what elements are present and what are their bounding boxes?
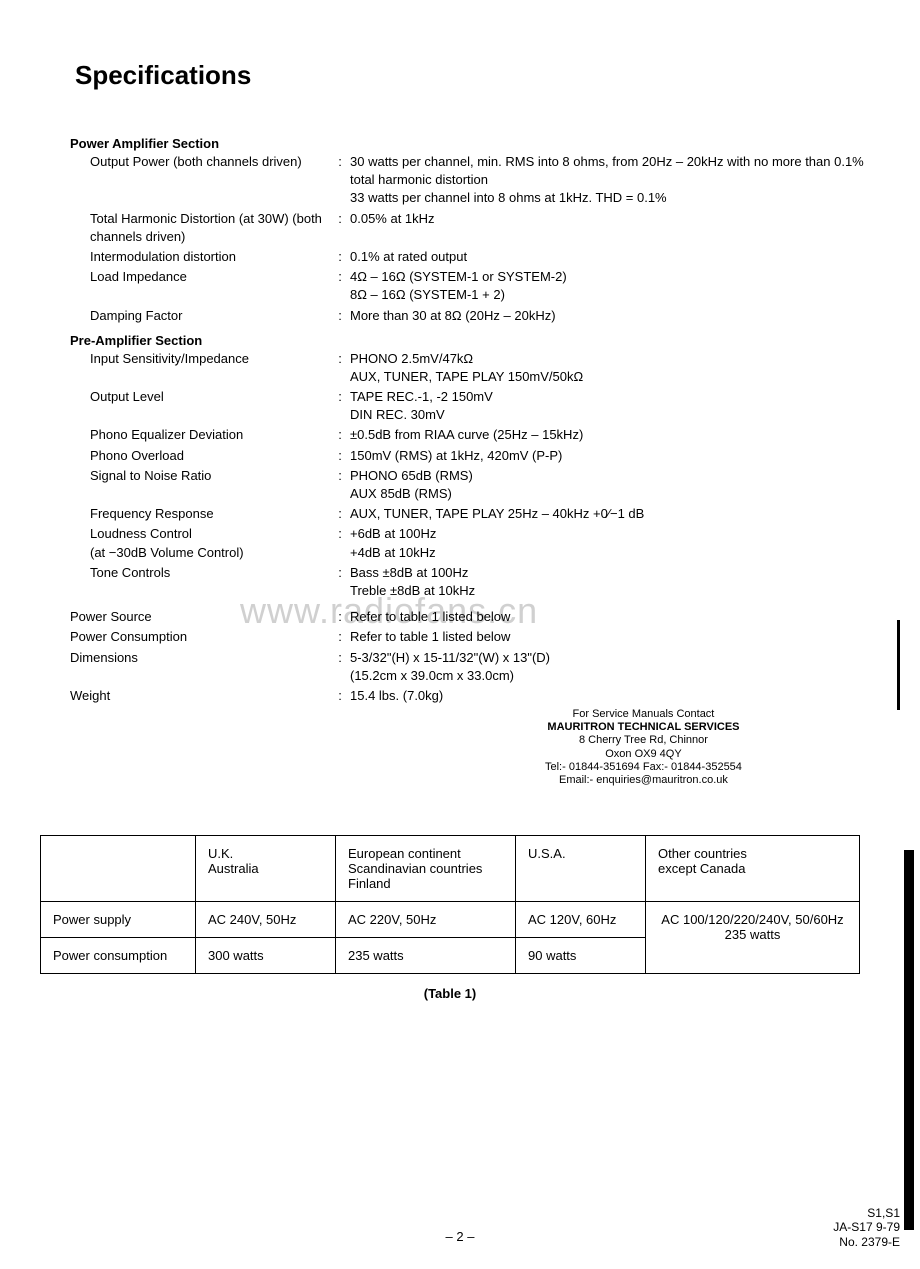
spec-colon: : — [330, 388, 350, 406]
table-cell: 300 watts — [196, 938, 336, 974]
spec-colon: : — [330, 525, 350, 543]
table-cell: 90 watts — [516, 938, 646, 974]
spec-label: Total Harmonic Distortion (at 30W) (both… — [70, 210, 330, 246]
spec-colon: : — [330, 210, 350, 228]
spec-value: 15.4 lbs. (7.0kg) — [350, 687, 870, 705]
spec-row: Total Harmonic Distortion (at 30W) (both… — [70, 210, 870, 246]
spec-label: Loudness Control (at −30dB Volume Contro… — [70, 525, 330, 561]
spec-row: Phono Overload : 150mV (RMS) at 1kHz, 42… — [70, 447, 870, 465]
spec-label: Power Source — [70, 608, 330, 626]
spec-value: More than 30 at 8Ω (20Hz – 20kHz) — [350, 307, 870, 325]
table-cell: AC 240V, 50Hz — [196, 902, 336, 938]
table-cell: AC 120V, 60Hz — [516, 902, 646, 938]
spec-value: 4Ω – 16Ω (SYSTEM-1 or SYSTEM-2) 8Ω – 16Ω… — [350, 268, 870, 304]
table-cell: 235 watts — [336, 938, 516, 974]
scan-artifact — [897, 620, 900, 710]
table-cell: AC 100/120/220/240V, 50/60Hz 235 watts — [646, 902, 860, 974]
spec-row: Tone Controls : Bass ±8dB at 100Hz Trebl… — [70, 564, 870, 600]
table-cell: U.S.A. — [516, 836, 646, 902]
spec-value: 0.05% at 1kHz — [350, 210, 870, 228]
spec-row: Output Power (both channels driven) : 30… — [70, 153, 870, 208]
spec-row: Dimensions : 5-3/32"(H) x 15-11/32"(W) x… — [70, 649, 870, 685]
spec-label: Dimensions — [70, 649, 330, 667]
spec-colon: : — [330, 248, 350, 266]
spec-row: Output Level : TAPE REC.-1, -2 150mV DIN… — [70, 388, 870, 424]
spec-value: Refer to table 1 listed below — [350, 628, 870, 646]
scan-artifact — [904, 850, 914, 1230]
spec-row: Phono Equalizer Deviation : ±0.5dB from … — [70, 426, 870, 444]
spec-colon: : — [330, 687, 350, 705]
spec-label: Load Impedance — [70, 268, 330, 286]
spec-colon: : — [330, 505, 350, 523]
spec-value: PHONO 2.5mV/47kΩ AUX, TUNER, TAPE PLAY 1… — [350, 350, 870, 386]
table-caption: (Table 1) — [40, 986, 860, 1001]
table-header-row: U.K.Australia European continentScandina… — [41, 836, 860, 902]
spec-colon: : — [330, 608, 350, 626]
section-preamp: Pre-Amplifier Section — [70, 333, 870, 348]
spec-label: Intermodulation distortion — [70, 248, 330, 266]
spec-colon: : — [330, 426, 350, 444]
spec-colon: : — [330, 649, 350, 667]
spec-row: Input Sensitivity/Impedance : PHONO 2.5m… — [70, 350, 870, 386]
table-row: Power supply AC 240V, 50Hz AC 220V, 50Hz… — [41, 902, 860, 938]
spec-label: Tone Controls — [70, 564, 330, 582]
spec-label: Phono Overload — [70, 447, 330, 465]
spec-colon: : — [330, 628, 350, 646]
spec-label: Output Level — [70, 388, 330, 406]
spec-label: Damping Factor — [70, 307, 330, 325]
page-number: – 2 – — [446, 1229, 475, 1244]
spec-value: Refer to table 1 listed below — [350, 608, 870, 626]
table-cell: Power supply — [41, 902, 196, 938]
spec-colon: : — [330, 564, 350, 582]
table-cell — [41, 836, 196, 902]
spec-value: AUX, TUNER, TAPE PLAY 25Hz – 40kHz +0⁄−1… — [350, 505, 870, 523]
table-1: U.K.Australia European continentScandina… — [40, 835, 860, 1001]
spec-colon: : — [330, 467, 350, 485]
table-cell: Power consumption — [41, 938, 196, 974]
spec-label: Signal to Noise Ratio — [70, 467, 330, 485]
spec-colon: : — [330, 307, 350, 325]
table-cell: AC 220V, 50Hz — [336, 902, 516, 938]
spec-value: TAPE REC.-1, -2 150mV DIN REC. 30mV — [350, 388, 870, 424]
spec-label: Input Sensitivity/Impedance — [70, 350, 330, 368]
spec-value: ±0.5dB from RIAA curve (25Hz – 15kHz) — [350, 426, 870, 444]
spec-colon: : — [330, 153, 350, 171]
spec-value: PHONO 65dB (RMS) AUX 85dB (RMS) — [350, 467, 870, 503]
table-cell: U.K.Australia — [196, 836, 336, 902]
contact-block: For Service Manuals Contact MAURITRON TE… — [545, 708, 742, 787]
spec-value: 30 watts per channel, min. RMS into 8 oh… — [350, 153, 870, 208]
spec-row: Power Source : Refer to table 1 listed b… — [70, 608, 870, 626]
table-cell: Other countriesexcept Canada — [646, 836, 860, 902]
spec-value: Bass ±8dB at 100Hz Treble ±8dB at 10kHz — [350, 564, 870, 600]
table-cell: European continentScandinavian countries… — [336, 836, 516, 902]
spec-label: Power Consumption — [70, 628, 330, 646]
spec-colon: : — [330, 268, 350, 286]
spec-label: Weight — [70, 687, 330, 705]
spec-row: Loudness Control (at −30dB Volume Contro… — [70, 525, 870, 561]
spec-label: Output Power (both channels driven) — [70, 153, 330, 171]
spec-row: Intermodulation distortion : 0.1% at rat… — [70, 248, 870, 266]
section-power-amp: Power Amplifier Section — [70, 136, 870, 151]
spec-value: 150mV (RMS) at 1kHz, 420mV (P-P) — [350, 447, 870, 465]
page-title: Specifications — [75, 60, 870, 91]
spec-colon: : — [330, 350, 350, 368]
spec-row: Weight : 15.4 lbs. (7.0kg) — [70, 687, 870, 705]
spec-row: Signal to Noise Ratio : PHONO 65dB (RMS)… — [70, 467, 870, 503]
spec-value: +6dB at 100Hz +4dB at 10kHz — [350, 525, 870, 561]
spec-value: 5-3/32"(H) x 15-11/32"(W) x 13"(D) (15.2… — [350, 649, 870, 685]
spec-row: Load Impedance : 4Ω – 16Ω (SYSTEM-1 or S… — [70, 268, 870, 304]
spec-row: Power Consumption : Refer to table 1 lis… — [70, 628, 870, 646]
spec-label: Frequency Response — [70, 505, 330, 523]
spec-value: 0.1% at rated output — [350, 248, 870, 266]
corner-note: S1,S1 JA-S17 9-79 No. 2379-E — [833, 1206, 900, 1249]
spec-row: Damping Factor : More than 30 at 8Ω (20H… — [70, 307, 870, 325]
spec-colon: : — [330, 447, 350, 465]
spec-row: Frequency Response : AUX, TUNER, TAPE PL… — [70, 505, 870, 523]
spec-label: Phono Equalizer Deviation — [70, 426, 330, 444]
